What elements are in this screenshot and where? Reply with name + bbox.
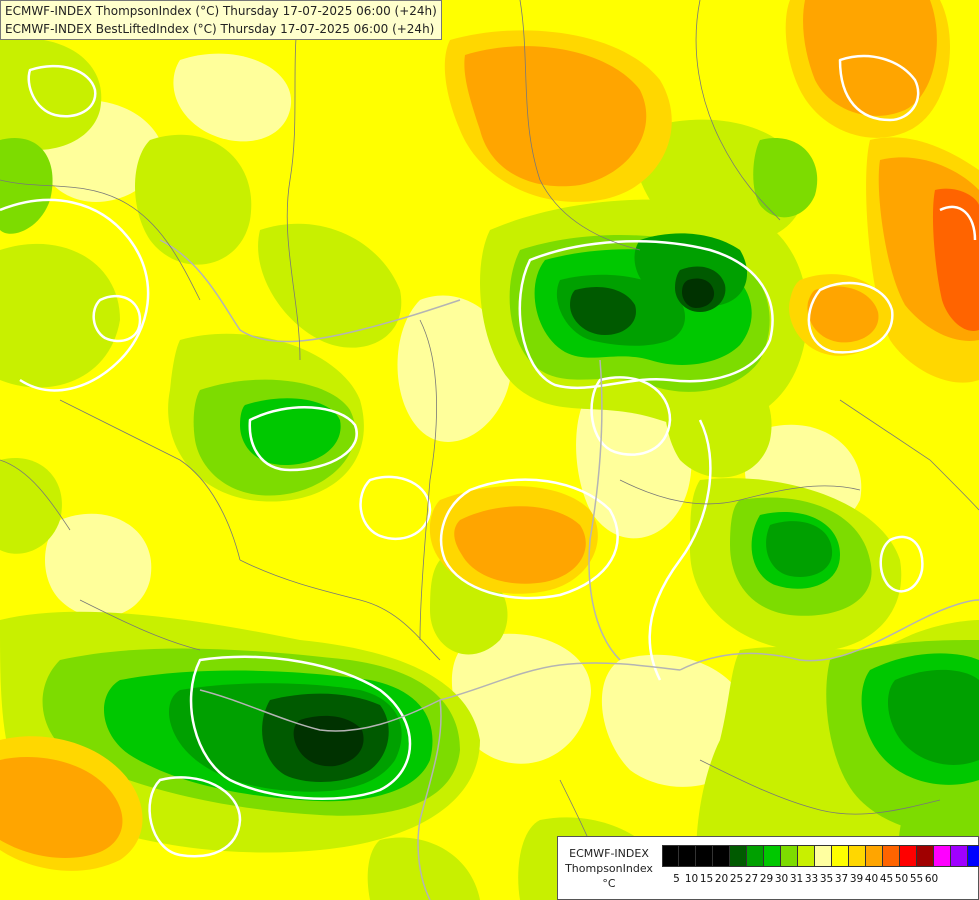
legend-tick-label: 31 bbox=[789, 873, 804, 885]
black-zones bbox=[293, 278, 715, 767]
legend-swatch bbox=[849, 846, 866, 866]
legend-model: ECMWF-INDEX bbox=[569, 847, 649, 860]
map-title-box: ECMWF-INDEX ThompsonIndex (°C) Thursday … bbox=[0, 0, 442, 40]
legend-swatch bbox=[679, 846, 696, 866]
legend-swatches bbox=[662, 845, 979, 867]
legend-swatch bbox=[968, 846, 979, 866]
legend-tick-label: 50 bbox=[894, 873, 909, 885]
color-legend: ECMWF-INDEX ThompsonIndex °C 5 10 15 20 25 27… bbox=[557, 836, 979, 900]
legend-swatch bbox=[866, 846, 883, 866]
legend-tick-label: 33 bbox=[804, 873, 819, 885]
legend-swatch bbox=[662, 846, 679, 866]
legend-tick-label: 27 bbox=[744, 873, 759, 885]
best-lifted-index-contours bbox=[0, 54, 977, 858]
legend-swatch bbox=[730, 846, 747, 866]
legend-tick-label: 5 bbox=[673, 873, 680, 885]
legend-tick-label: 25 bbox=[729, 873, 744, 885]
legend-tick-label: 55 bbox=[909, 873, 924, 885]
legend-tick-label: 30 bbox=[774, 873, 789, 885]
legend-swatch bbox=[917, 846, 934, 866]
legend-tick-label: 20 bbox=[714, 873, 729, 885]
legend-swatch bbox=[764, 846, 781, 866]
legend-swatch bbox=[815, 846, 832, 866]
legend-swatch bbox=[883, 846, 900, 866]
legend-tick-label: 10 bbox=[684, 873, 699, 885]
legend-parameter: ThompsonIndex bbox=[565, 862, 653, 875]
legend-swatch bbox=[934, 846, 951, 866]
legend-tick-label: 15 bbox=[699, 873, 714, 885]
legend-swatch bbox=[713, 846, 730, 866]
legend-tick-label: 45 bbox=[879, 873, 894, 885]
legend-tick-label: 40 bbox=[864, 873, 879, 885]
legend-unit: °C bbox=[602, 877, 616, 890]
legend-labels: ECMWF-INDEX ThompsonIndex °C bbox=[562, 846, 656, 891]
title-best-lifted-index: ECMWF-INDEX BestLiftedIndex (°C) Thursda… bbox=[5, 22, 435, 36]
legend-tick-label: 35 bbox=[819, 873, 834, 885]
legend-swatch bbox=[900, 846, 917, 866]
legend-swatch bbox=[798, 846, 815, 866]
legend-swatch bbox=[832, 846, 849, 866]
legend-swatch bbox=[781, 846, 798, 866]
legend-swatch bbox=[747, 846, 764, 866]
legend-swatch bbox=[696, 846, 713, 866]
title-thompson-index: ECMWF-INDEX ThompsonIndex (°C) Thursday … bbox=[5, 4, 437, 18]
light-yellow-zones bbox=[32, 53, 862, 787]
country-borders bbox=[159, 239, 979, 900]
legend-ticks: 5 10 15 20 25 27 29 30 31 33 35 37 39 40 45 50 55 60 bbox=[668, 873, 940, 885]
legend-tick-label: 37 bbox=[834, 873, 849, 885]
legend-tick-label: 39 bbox=[849, 873, 864, 885]
legend-swatch bbox=[951, 846, 968, 866]
legend-tick-label: 60 bbox=[924, 873, 939, 885]
legend-tick-label: 29 bbox=[759, 873, 774, 885]
dark-orange-zones bbox=[932, 188, 979, 331]
